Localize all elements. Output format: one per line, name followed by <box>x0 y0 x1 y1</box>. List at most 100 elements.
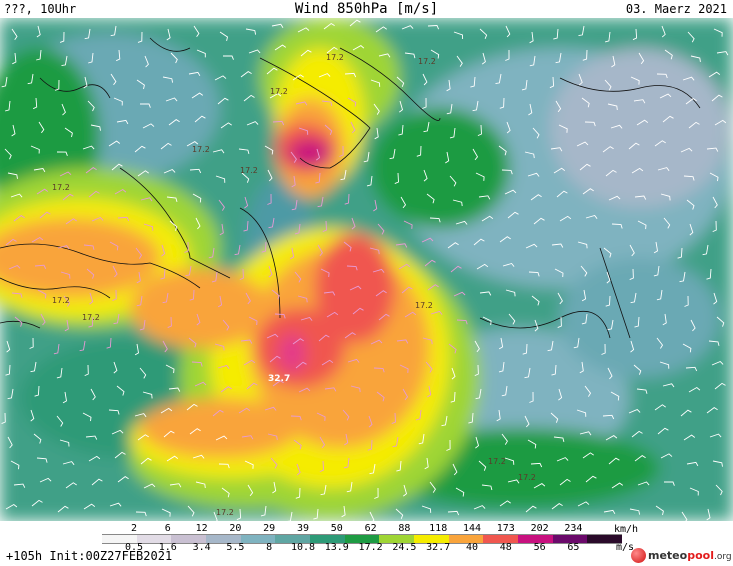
kmh-tick-label: 39 <box>296 523 310 534</box>
wind-barb <box>581 289 587 302</box>
wind-barb <box>215 175 226 183</box>
wind-barb <box>264 406 277 411</box>
wind-barb <box>557 316 562 329</box>
speed-label: 17.2 <box>52 183 70 192</box>
wind-barb <box>161 508 171 517</box>
wind-barb <box>240 71 252 78</box>
wind-barb <box>628 408 641 414</box>
wind-barb <box>712 220 717 233</box>
wind-barb <box>713 292 718 305</box>
wind-barb <box>261 241 267 253</box>
wind-barb <box>342 409 350 421</box>
wind-barb <box>113 313 120 325</box>
init-time: +105h Init:00Z27FEB2021 <box>6 549 173 563</box>
wind-barb <box>346 481 353 493</box>
ms-tick-label: 32.7 <box>426 542 451 553</box>
wind-barb <box>79 340 86 352</box>
wind-barb <box>716 316 725 327</box>
wind-barb <box>628 142 640 150</box>
wind-barb <box>319 460 324 473</box>
wind-barb <box>498 361 505 373</box>
wind-barb <box>295 487 301 499</box>
wind-barb <box>168 119 180 126</box>
wind-barb <box>687 31 695 43</box>
wind-barb <box>369 511 375 521</box>
wind-barb <box>584 121 596 127</box>
wind-barb <box>446 79 451 92</box>
wind-barb <box>186 141 199 147</box>
wind-barb <box>422 73 428 86</box>
speed-label: 17.2 <box>216 508 234 517</box>
wind-barb <box>713 28 723 37</box>
wind-barb <box>193 25 200 38</box>
wind-barb <box>375 26 387 33</box>
wind-barb <box>558 388 563 401</box>
wind-barb <box>631 430 643 438</box>
wind-barb <box>162 76 174 83</box>
wind-barb <box>426 193 435 204</box>
wind-barb <box>7 436 13 449</box>
wind-barb <box>578 73 583 86</box>
wind-barb <box>482 316 492 326</box>
wind-barb <box>160 268 166 280</box>
wind-barb <box>274 44 287 51</box>
wind-barb <box>709 172 719 182</box>
color-legend: km/h m/s +105h Init:00Z27FEB2021 meteopo… <box>0 521 733 566</box>
wind-barb <box>162 340 168 353</box>
wind-barb <box>474 340 480 353</box>
wind-barb <box>108 140 121 147</box>
ms-tick-label: 8 <box>266 542 273 553</box>
wind-barb <box>161 244 166 257</box>
wind-barb <box>113 361 118 374</box>
wind-barb <box>577 241 588 249</box>
wind-barb <box>236 508 242 521</box>
wind-barb <box>108 409 120 415</box>
wind-barb <box>243 220 249 232</box>
wind-barb <box>323 22 335 30</box>
wind-barb <box>350 121 356 134</box>
valid-date: 03. Maerz 2021 <box>625 2 727 16</box>
kmh-tick-label: 234 <box>564 523 583 534</box>
wind-barb <box>402 388 409 401</box>
wind-barb <box>455 487 465 497</box>
wind-barb <box>576 409 587 417</box>
wind-barb <box>291 175 296 188</box>
wind-barb <box>347 97 357 107</box>
wind-barb <box>166 196 178 203</box>
ms-tick-label: 1.6 <box>158 542 177 553</box>
wind-barb <box>367 439 373 451</box>
wind-barb <box>222 319 230 331</box>
wind-barb <box>481 484 493 491</box>
wind-barb <box>322 220 327 233</box>
wind-barb <box>661 25 666 38</box>
wind-barb <box>214 343 225 351</box>
wind-barb <box>36 188 49 195</box>
wind-barb <box>424 457 429 470</box>
wind-barb <box>637 481 650 486</box>
wind-barb <box>706 407 718 414</box>
wind-barb <box>272 481 277 494</box>
ms-tick-label: 0.5 <box>124 542 144 553</box>
wind-barb <box>582 188 594 195</box>
wind-barb <box>427 385 432 398</box>
wind-barb <box>31 499 43 507</box>
wind-barb <box>479 291 492 296</box>
wind-barb <box>297 295 308 303</box>
wind-barb <box>85 435 98 440</box>
wind-barb <box>657 167 670 172</box>
wind-barb <box>315 172 321 184</box>
wind-barb <box>636 119 649 126</box>
wind-barb <box>685 98 697 105</box>
wind-barb <box>320 484 327 496</box>
wind-barb <box>637 220 647 230</box>
wind-barb <box>363 151 370 163</box>
color-bar-swatch <box>240 535 276 543</box>
ms-tick-label: 65 <box>567 542 580 553</box>
wind-barb <box>53 343 60 355</box>
wind-barb <box>7 172 18 179</box>
wind-barb <box>714 119 727 126</box>
wind-barb <box>326 311 339 318</box>
wind-barb <box>10 460 20 470</box>
wind-barb <box>219 223 224 236</box>
wind-barb <box>59 439 70 447</box>
